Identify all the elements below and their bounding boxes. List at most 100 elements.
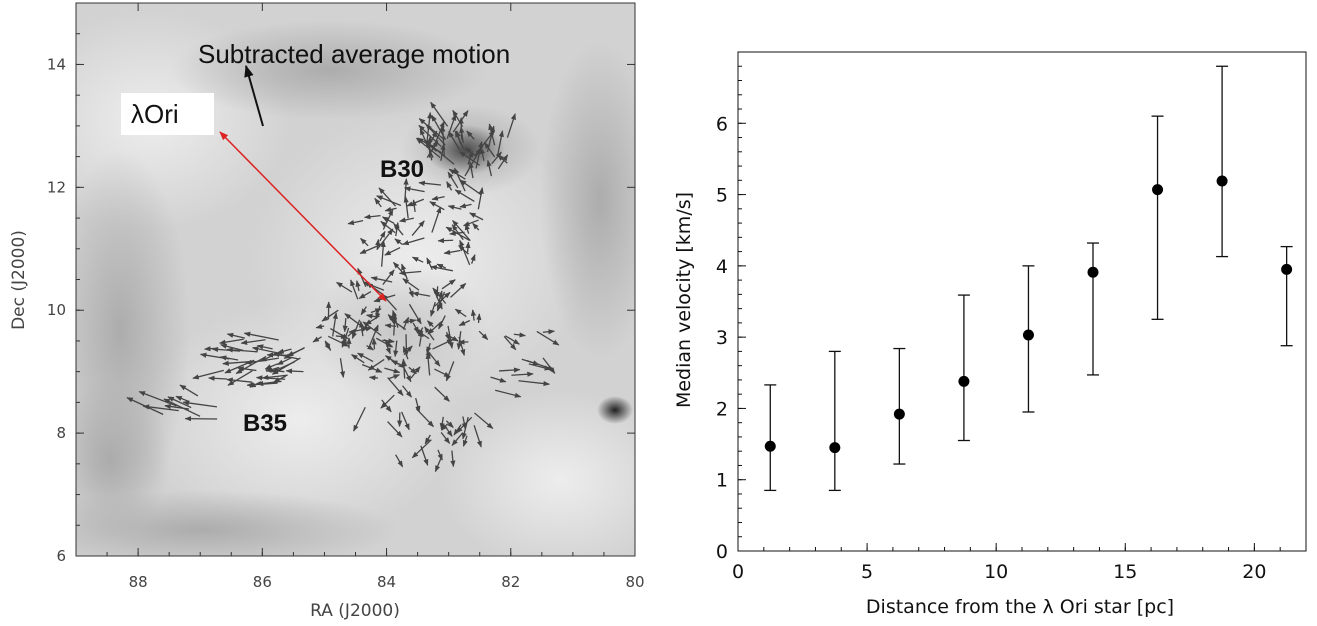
map-y-tick-label: 8 <box>56 424 66 442</box>
motion-vector <box>437 290 443 302</box>
motion-vector <box>397 363 407 369</box>
data-point <box>958 375 970 387</box>
motion-vector <box>497 154 508 164</box>
motion-vector <box>395 454 404 468</box>
map-x-tick-label: 82 <box>501 573 520 591</box>
motion-vector <box>406 198 425 207</box>
motion-vector <box>444 331 450 341</box>
motion-vector <box>384 367 401 374</box>
motion-vector <box>464 147 482 177</box>
motion-vector <box>437 238 454 244</box>
motion-vector <box>403 318 417 324</box>
motion-vector <box>431 206 442 233</box>
plot-y-tick-label: 1 <box>716 470 728 492</box>
star-label-box <box>121 93 214 135</box>
motion-vector <box>521 358 540 366</box>
motion-vector <box>457 339 469 345</box>
star-label: λOri <box>131 99 179 129</box>
motion-vector <box>453 167 466 192</box>
motion-vector <box>381 399 392 413</box>
map-background <box>76 3 635 556</box>
motion-vector <box>411 220 425 236</box>
motion-vector <box>399 217 415 223</box>
motion-vector <box>431 195 445 201</box>
plot-axis-ticks: 0 5 10 15 20 0 1 2 3 4 5 6 <box>716 51 1307 583</box>
motion-vector <box>312 336 322 343</box>
motion-vector <box>392 313 398 336</box>
velocity-vs-distance-chart: 0 5 10 15 20 0 1 2 3 4 5 6 Distance from the λ Ori … <box>673 51 1307 618</box>
motion-vector <box>408 303 422 325</box>
plot-x-tick-label: 5 <box>861 561 873 583</box>
motion-vector <box>464 147 475 156</box>
motion-vector <box>462 435 468 447</box>
motion-vector <box>496 130 504 156</box>
motion-vector <box>402 316 410 330</box>
motion-vector <box>470 309 477 321</box>
motion-vector <box>473 425 482 448</box>
motion-vector <box>459 151 481 166</box>
motion-vector <box>445 361 455 382</box>
motion-vector <box>360 306 367 316</box>
motion-vector <box>424 326 435 341</box>
motion-vector <box>528 363 552 371</box>
motion-vector <box>425 352 431 376</box>
motion-vector <box>503 335 517 351</box>
motion-vector <box>321 309 339 322</box>
map-x-axis-label: RA (J2000) <box>310 601 400 621</box>
motion-vector <box>264 363 278 370</box>
motion-vector <box>451 432 464 446</box>
motion-vector <box>430 301 436 317</box>
motion-vector <box>506 113 516 138</box>
motion-vector <box>427 320 434 328</box>
motion-vector <box>470 254 476 264</box>
motion-vector <box>536 330 560 346</box>
motion-vector <box>465 241 471 253</box>
motion-vector <box>335 333 348 340</box>
motion-vector <box>380 394 395 409</box>
motion-vector <box>497 154 509 170</box>
motion-vector <box>459 179 483 196</box>
data-point <box>1087 266 1099 278</box>
data-point <box>829 442 841 454</box>
motion-vector <box>142 404 179 412</box>
motion-vector <box>458 319 471 327</box>
motion-vector <box>208 375 227 381</box>
distance-arrow <box>219 131 387 302</box>
motion-vector <box>276 357 292 366</box>
data-points <box>764 65 1293 492</box>
motion-vector <box>450 450 456 468</box>
motion-vector <box>455 130 462 144</box>
motion-vector <box>237 366 257 372</box>
motion-vector <box>256 344 273 350</box>
motion-vector <box>402 237 425 246</box>
data-point <box>1022 329 1034 341</box>
motion-vector <box>459 239 471 266</box>
data-point <box>1152 184 1164 196</box>
map-y-axis-label: Dec (J2000) <box>9 230 29 330</box>
motion-vector <box>430 265 454 272</box>
motion-vector <box>347 328 356 337</box>
region-b35-label: B35 <box>243 410 287 437</box>
motion-vector <box>240 339 266 345</box>
motion-vector <box>432 338 454 350</box>
plot-frame <box>737 51 1307 552</box>
motion-vector <box>211 346 241 353</box>
map-y-tick-label: 12 <box>47 178 66 196</box>
motion-vector <box>246 382 278 388</box>
map-axis-ticks: 88 86 84 82 80 6 8 10 12 14 <box>47 2 645 591</box>
motion-vector <box>440 125 446 157</box>
plot-y-tick-label: 2 <box>716 398 728 420</box>
motion-vector <box>389 374 401 380</box>
motion-vector <box>175 395 190 403</box>
plot-x-tick-label: 20 <box>1242 561 1266 583</box>
plot-x-tick-label: 10 <box>984 561 1008 583</box>
motion-vector <box>454 189 475 202</box>
motion-vector <box>424 434 431 445</box>
motion-vector <box>441 423 449 431</box>
motion-vector <box>315 323 325 330</box>
motion-vector <box>204 346 219 352</box>
subtracted-motion-label: Subtracted average motion <box>198 39 510 69</box>
motion-vector <box>445 420 454 428</box>
motion-vector <box>445 226 470 241</box>
motion-vector <box>469 212 484 221</box>
